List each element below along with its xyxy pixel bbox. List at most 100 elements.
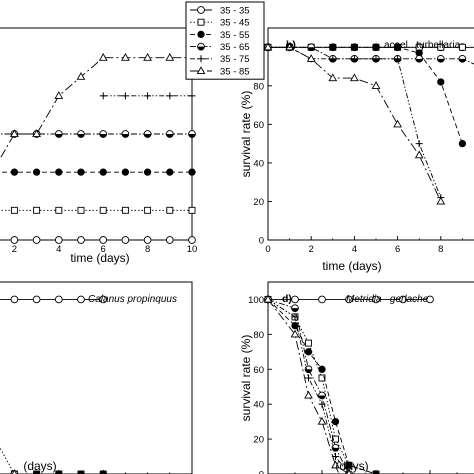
data-point	[318, 374, 326, 382]
series-line	[268, 46, 442, 198]
data-point	[32, 168, 41, 176]
legend-box	[185, 1, 265, 80]
series-d-4	[264, 295, 353, 474]
data-point	[372, 55, 380, 63]
y-tick-label: 0	[259, 470, 264, 474]
series-d-1	[264, 295, 434, 304]
series-a-3	[0, 168, 196, 176]
data-point	[99, 168, 107, 176]
legend-label: 35 - 35	[220, 5, 250, 16]
data-point	[393, 119, 402, 128]
data-point	[393, 43, 402, 51]
legend-marker	[197, 55, 205, 63]
data-point	[10, 206, 18, 214]
series-b-6	[263, 42, 446, 205]
x-tick-label: 0	[265, 244, 270, 255]
data-point	[304, 390, 313, 399]
legend-entry: 35 - 75	[190, 54, 250, 65]
x-tick-label: 6	[101, 244, 106, 255]
data-point	[285, 42, 294, 51]
data-point	[143, 130, 152, 138]
series-a-6	[0, 52, 197, 160]
data-point	[414, 150, 424, 159]
data-point	[121, 206, 129, 214]
legend-label: 35 - 85	[220, 66, 250, 77]
legend-entry: 35 - 55	[190, 30, 250, 41]
data-point	[143, 236, 152, 244]
data-point	[188, 206, 196, 214]
data-point	[345, 295, 353, 304]
legend-marker	[197, 18, 205, 26]
x-axis-title-d: (days)	[335, 459, 368, 473]
x-axis-title-c: (days)	[23, 459, 56, 473]
data-point	[144, 206, 152, 214]
series-line	[267, 299, 350, 474]
data-point	[77, 236, 85, 244]
legend-marker	[197, 42, 205, 51]
data-point	[458, 43, 466, 51]
data-point	[10, 129, 19, 138]
panel-label-d: d)	[282, 293, 292, 305]
data-point	[372, 295, 380, 304]
data-point	[458, 139, 467, 148]
data-point	[329, 55, 337, 63]
data-point	[10, 295, 19, 304]
data-point	[166, 168, 174, 176]
x-ticks-b: 0 2 4 6 8	[265, 236, 463, 255]
data-point	[55, 168, 63, 176]
data-point	[415, 54, 424, 63]
data-point	[188, 92, 196, 100]
data-point	[77, 168, 85, 176]
data-point	[263, 42, 273, 51]
data-point	[458, 54, 467, 63]
panel-b: 02468020406080100time (days)survival rat…	[239, 27, 474, 273]
series-b-3	[264, 43, 467, 148]
legend-entry: 35 - 35	[190, 5, 250, 16]
data-point	[121, 52, 130, 61]
y-tick-label: 20	[253, 197, 264, 208]
x-axis-title-b: time (days)	[322, 259, 381, 273]
data-point	[144, 92, 152, 100]
x-tick-label: 10	[187, 244, 198, 255]
data-point	[99, 206, 107, 214]
data-point	[55, 206, 63, 214]
data-point	[436, 54, 445, 63]
data-point	[415, 140, 423, 148]
data-point	[371, 81, 381, 89]
y-tick-label: 60	[253, 365, 264, 376]
legend-label: 35 - 55	[220, 30, 250, 41]
legend-marker	[196, 66, 206, 75]
data-point	[33, 206, 41, 214]
panel-label-b: b)	[286, 39, 296, 51]
data-point	[305, 374, 312, 382]
data-point	[188, 236, 196, 244]
y-tick-label: 80	[253, 81, 264, 92]
data-point	[426, 295, 434, 304]
series-b-5	[264, 43, 445, 202]
series-line	[268, 46, 474, 65]
data-point	[11, 469, 18, 474]
data-point	[77, 295, 85, 304]
data-point	[304, 348, 313, 356]
series-c-6	[0, 469, 18, 474]
data-point	[76, 72, 86, 80]
data-point	[399, 295, 407, 304]
data-point	[165, 130, 174, 138]
species-label-d: Metridia gerlache	[346, 294, 429, 305]
data-point	[328, 73, 338, 82]
data-point	[188, 130, 196, 138]
legend-marker	[197, 30, 205, 39]
data-point	[121, 130, 130, 138]
panel-d: 02468020406080100(days)survival rate (%)…	[239, 281, 474, 474]
data-point	[318, 391, 326, 400]
series-c-1	[0, 295, 108, 304]
data-point	[372, 43, 380, 51]
data-point	[77, 130, 85, 138]
panel-c: 246(days)Calanus propinquus	[0, 281, 193, 474]
data-point	[317, 416, 327, 425]
plot-frame-c	[0, 281, 193, 474]
data-point	[318, 400, 326, 408]
series-line	[0, 57, 192, 160]
x-tick-label: 4	[56, 244, 61, 255]
